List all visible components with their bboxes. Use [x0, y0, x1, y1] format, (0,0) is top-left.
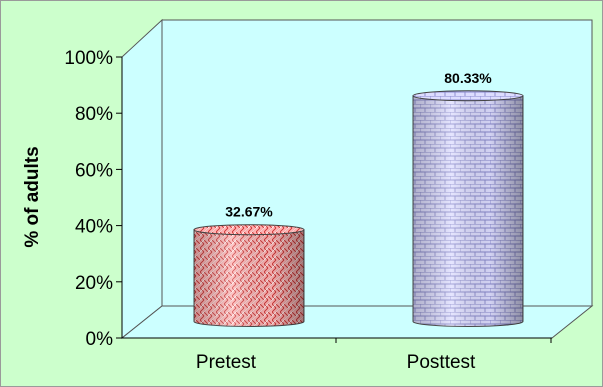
bar-shading	[413, 95, 523, 327]
bar-top	[193, 224, 305, 236]
plot-side-wall	[121, 18, 163, 340]
data-label: 32.67%	[225, 204, 273, 220]
bar-top	[412, 90, 524, 102]
y-tick-label: 80%	[75, 104, 113, 125]
y-axis-title: % of adults	[22, 146, 43, 247]
y-tick-label: 0%	[86, 329, 114, 350]
x-category-label: Pretest	[196, 352, 257, 373]
bar-shading	[194, 229, 304, 327]
data-label: 80.33%	[444, 70, 492, 86]
y-tick-label: 100%	[64, 48, 113, 69]
y-tick-label: 60%	[75, 160, 113, 181]
bar-pretest: 32.67%	[193, 204, 305, 327]
x-category-label: Posttest	[407, 352, 476, 373]
y-tick-label: 20%	[75, 273, 113, 294]
y-tick-label: 40%	[75, 217, 113, 238]
bar-posttest: 80.33%	[412, 70, 524, 327]
